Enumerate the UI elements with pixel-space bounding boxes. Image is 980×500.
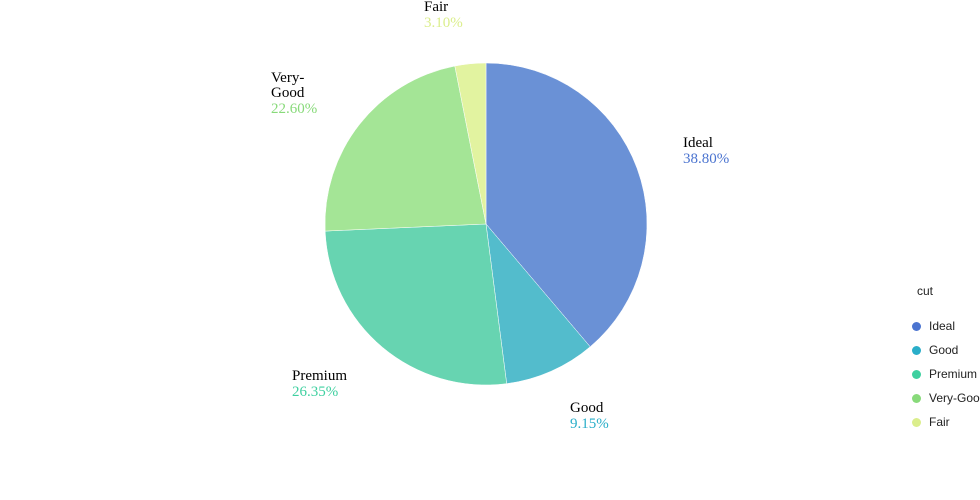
legend-item-fair[interactable]: Fair [905,410,980,434]
legend-item-premium[interactable]: Premium [905,362,980,386]
slice-name-label-fair: Fair [424,0,448,15]
legend-label: Ideal [929,319,956,333]
slice-value-label-good: 9.15% [570,416,609,432]
legend-title: cut [917,284,934,298]
pie-slice-premium[interactable] [324,223,507,386]
slice-name-label-ideal: Ideal [683,135,713,151]
pie-slice-fair[interactable] [454,62,487,225]
pie-slice-ideal[interactable] [485,62,648,348]
legend-swatch-icon [912,321,921,331]
slice-name-label-very-good: Very-Good [271,70,305,101]
legend-label: Very-Goo [929,391,980,405]
pie-slice-very-good[interactable] [324,65,487,232]
legend-label: Premium [929,367,978,381]
legend-swatch-icon [912,345,921,355]
legend: cut Ideal Good Premium Very-Goo Fair [905,284,980,434]
legend-label: Fair [929,415,950,429]
legend-items: Ideal Good Premium Very-Goo Fair [905,314,980,434]
legend-item-very-good[interactable]: Very-Goo [905,386,980,410]
slice-value-label-ideal: 38.80% [683,151,729,167]
slice-value-label-premium: 26.35% [292,384,338,400]
pie-slice-good[interactable] [485,223,591,384]
slice-value-label-very-good: 22.60% [271,101,317,117]
legend-swatch-icon [912,393,921,403]
legend-label: Good [929,343,959,357]
slice-name-label-good: Good [570,400,604,416]
legend-swatch-icon [912,417,921,427]
legend-item-good[interactable]: Good [905,338,980,362]
slice-value-label-fair: 3.10% [424,15,463,31]
slice-name-label-premium: Premium [292,368,347,384]
legend-swatch-icon [912,369,921,379]
pie-slices [324,62,648,386]
legend-item-ideal[interactable]: Ideal [905,314,980,338]
